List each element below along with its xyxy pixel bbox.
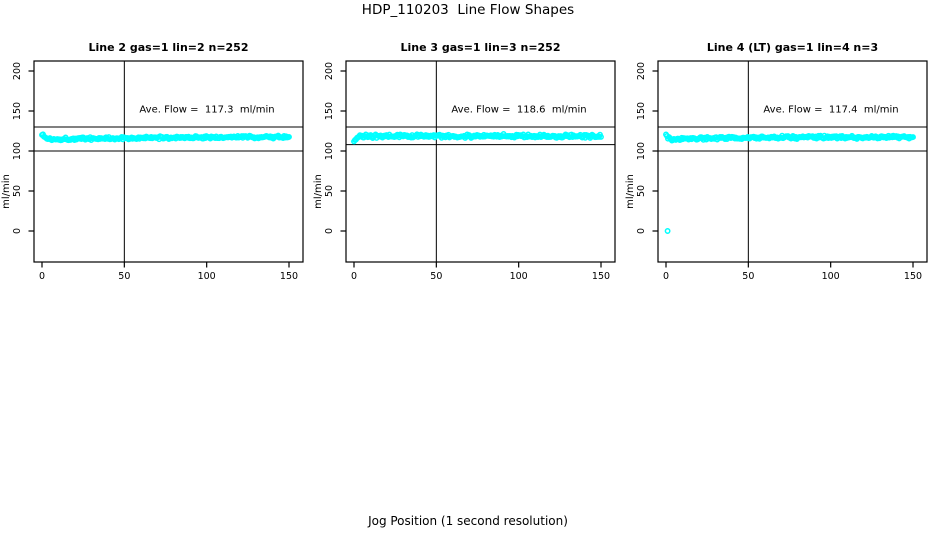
y-axis-label: ml/min (1, 174, 12, 209)
ave-flow-annotation: Ave. Flow = 117.4 ml/min (763, 105, 898, 116)
y-axis-tick-label: 100 (12, 142, 23, 160)
y-axis-tick-label: 100 (324, 142, 335, 160)
data-point (286, 133, 292, 140)
ave-flow-annotation: Ave. Flow = 117.3 ml/min (139, 105, 274, 116)
y-axis-tick-label: 50 (324, 185, 335, 197)
y-axis-tick-label: 150 (636, 102, 647, 120)
scatter-points (663, 131, 916, 234)
scatter-points (39, 131, 292, 144)
plot-box (657, 60, 928, 263)
y-axis-tick-label: 0 (12, 228, 23, 234)
y-axis-tick-label: 150 (12, 102, 23, 120)
plot-box (33, 60, 304, 263)
x-axis-tick-label: 50 (430, 271, 442, 282)
x-axis-tick-label: 100 (822, 271, 840, 282)
x-axis-tick-label: 50 (118, 271, 130, 282)
outlier-data-point (664, 228, 671, 234)
panel-title: Line 4 (LT) gas=1 lin=4 n=3 (707, 41, 878, 54)
x-axis-tick-label: 150 (592, 271, 610, 282)
panel-title: Line 3 gas=1 lin=3 n=252 (400, 41, 560, 54)
y-axis-tick-label: 200 (636, 62, 647, 80)
plot-box (345, 60, 616, 263)
figure-title: HDP_110203 Line Flow Shapes (361, 2, 575, 18)
scatter-points (351, 131, 604, 145)
x-axis-tick-label: 100 (510, 271, 528, 282)
x-axis-tick-label: 50 (742, 271, 754, 282)
ave-flow-annotation: Ave. Flow = 118.6 ml/min (451, 105, 586, 116)
y-axis-label: ml/min (313, 174, 324, 209)
x-axis-tick-label: 150 (280, 271, 298, 282)
y-axis-label: ml/min (625, 174, 636, 209)
y-axis-tick-label: 0 (324, 228, 335, 234)
y-axis-tick-label: 200 (12, 62, 23, 80)
panels-row: Line 2 gas=1 lin=2 n=252 0 50 100 150 200 ml/m… (0, 18, 936, 298)
x-axis-tick-label: 0 (663, 271, 669, 282)
y-axis-tick-label: 150 (324, 102, 335, 120)
panel-title: Line 2 gas=1 lin=2 n=252 (88, 41, 248, 54)
panel-chart-1: Line 2 gas=1 lin=2 n=252 0 50 100 150 200 ml/m… (1, 41, 304, 282)
y-axis-tick-label: 100 (636, 142, 647, 160)
data-point (910, 134, 916, 141)
x-axis-tick-label: 0 (351, 271, 357, 282)
y-axis-tick-label: 200 (324, 62, 335, 80)
data-point (598, 133, 604, 140)
x-axis-tick-label: 150 (904, 271, 922, 282)
panel-chart-3: Line 4 (LT) gas=1 lin=4 n=3 0 50 100 150 200 m… (625, 41, 928, 282)
y-axis-tick-label: 50 (12, 185, 23, 197)
x-axis-tick-label: 0 (39, 271, 45, 282)
x-axis-outer-label: Jog Position (1 second resolution) (368, 514, 568, 528)
x-axis-tick-label: 100 (198, 271, 216, 282)
y-axis-tick-label: 50 (636, 185, 647, 197)
panel-chart-2: Line 3 gas=1 lin=3 n=252 0 50 100 150 200 ml/m… (313, 41, 616, 282)
y-axis-tick-label: 0 (636, 228, 647, 234)
